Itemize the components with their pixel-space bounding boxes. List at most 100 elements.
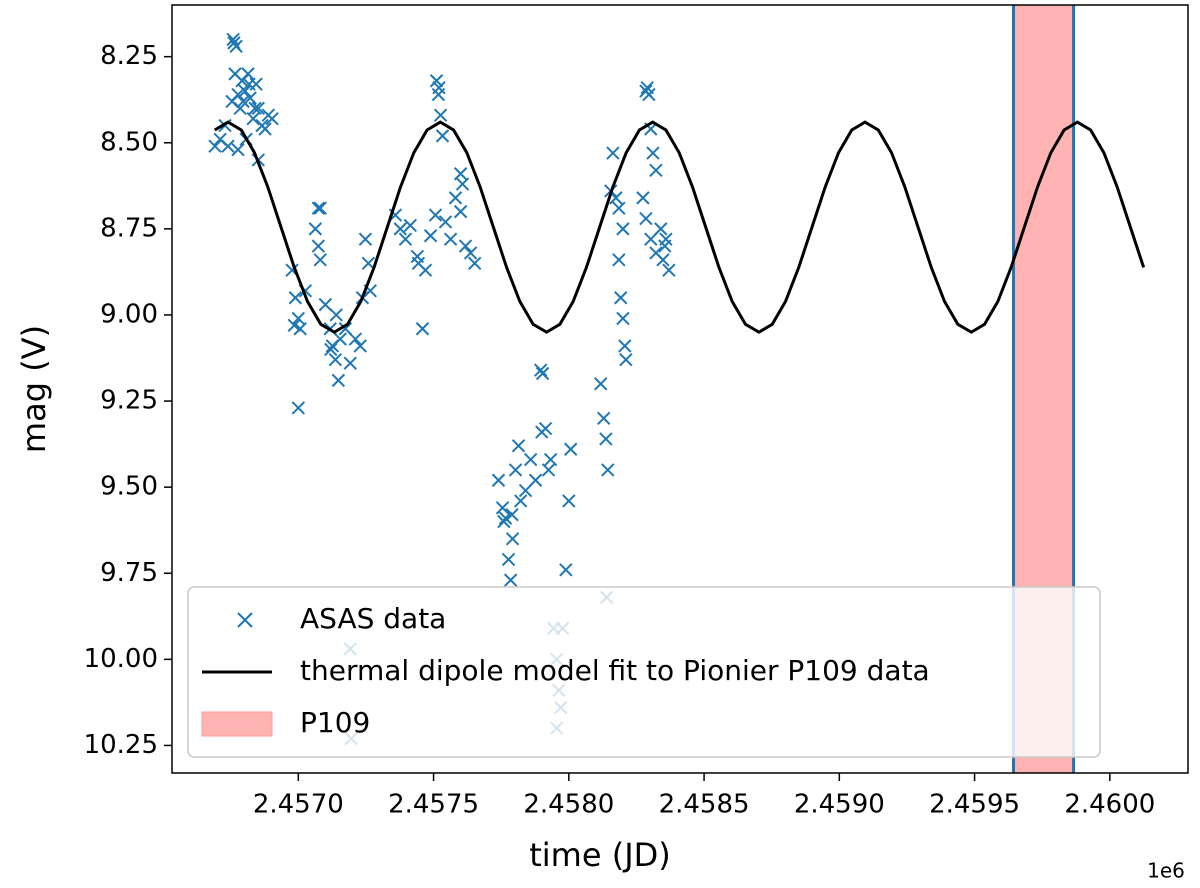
data-point [226,32,240,47]
data-point [308,222,323,236]
y-tick-label: 10.00 [84,644,158,674]
data-point [601,463,615,477]
y-tick-label: 9.50 [100,472,158,502]
data-point [614,291,628,305]
data-point [597,411,611,425]
data-point [636,191,650,205]
data-point [640,80,654,95]
legend-label: thermal dipole model fit to Pionier P109… [300,654,930,687]
data-point [498,511,513,525]
data-point [618,339,632,353]
data-point [463,246,478,260]
data-point [658,239,672,253]
data-point [403,218,418,233]
data-point [423,229,438,243]
data-point [505,532,520,546]
data-point [248,101,262,116]
data-point [393,222,408,236]
data-point [265,111,279,126]
data-point [410,249,425,264]
data-point [458,239,473,253]
x-tick-label: 2.4570 [253,790,344,820]
data-point [246,111,260,126]
y-axis-label: mag (V) [15,325,53,453]
data-point [646,146,660,160]
y-tick-label: 8.50 [100,127,158,157]
data-point [432,80,446,95]
data-point [291,311,306,326]
data-point [518,483,533,498]
data-point [331,373,346,388]
data-point [415,322,430,336]
y-tick-label: 9.00 [100,299,158,329]
data-point [338,322,353,336]
data-point [227,36,241,50]
data-point [448,191,463,205]
data-point [533,363,548,377]
data-point [428,208,443,222]
data-point [541,463,556,477]
x-tick-label: 2.4595 [929,790,1020,820]
data-point [313,253,327,267]
data-point [649,163,663,178]
data-point [616,311,630,326]
data-point [238,84,252,98]
data-point [251,101,265,116]
model-line [213,120,1146,334]
data-point [343,356,357,370]
data-point [535,425,549,439]
legend-patch [201,711,273,737]
x-tick-label: 2.4600 [1064,790,1155,820]
data-point [291,401,306,415]
data-point [348,332,363,346]
data-point [236,94,250,109]
data-point [606,146,620,160]
data-point [528,473,543,487]
data-point [418,263,433,277]
x-tick-label: 2.4590 [794,790,885,820]
data-point [453,167,468,181]
data-point [225,94,239,109]
data-point [453,204,468,219]
data-point [503,573,518,587]
data-point [311,239,326,253]
y-tick-label: 8.75 [100,213,158,243]
data-point [324,342,338,357]
data-point [644,232,658,246]
data-point [505,507,519,522]
axes-frame [171,4,1189,774]
data-point [639,211,653,226]
data-point [562,494,576,508]
legend-box [187,586,1101,758]
data-point [438,215,453,229]
data-point [543,452,558,467]
legend-label: ASAS data [300,602,446,635]
data-point [443,232,458,246]
y-tick-label: 8.25 [100,41,158,71]
data-point [656,253,670,267]
data-point [358,232,373,246]
data-point [313,201,327,215]
data-point [513,494,528,508]
x-offset-label: 1e6 [1147,859,1185,883]
data-point [228,67,242,81]
data-point [433,108,448,122]
x-axis-label: time (JD) [529,836,671,874]
data-point [612,201,626,215]
data-point [491,473,506,487]
data-point [495,501,510,515]
data-point [243,91,257,105]
data-point [353,339,367,353]
data-point [435,129,450,143]
data-point [535,366,550,381]
legend: ASAS data thermal dipole model fit to Pio… [187,586,1101,758]
data-point [231,142,245,157]
data-point [287,318,301,332]
data-point [612,253,626,267]
data-point [511,439,526,453]
data-point [654,222,668,236]
data-point [221,139,235,153]
data-point [242,77,256,91]
data-point [361,256,376,271]
data-point [467,256,482,271]
